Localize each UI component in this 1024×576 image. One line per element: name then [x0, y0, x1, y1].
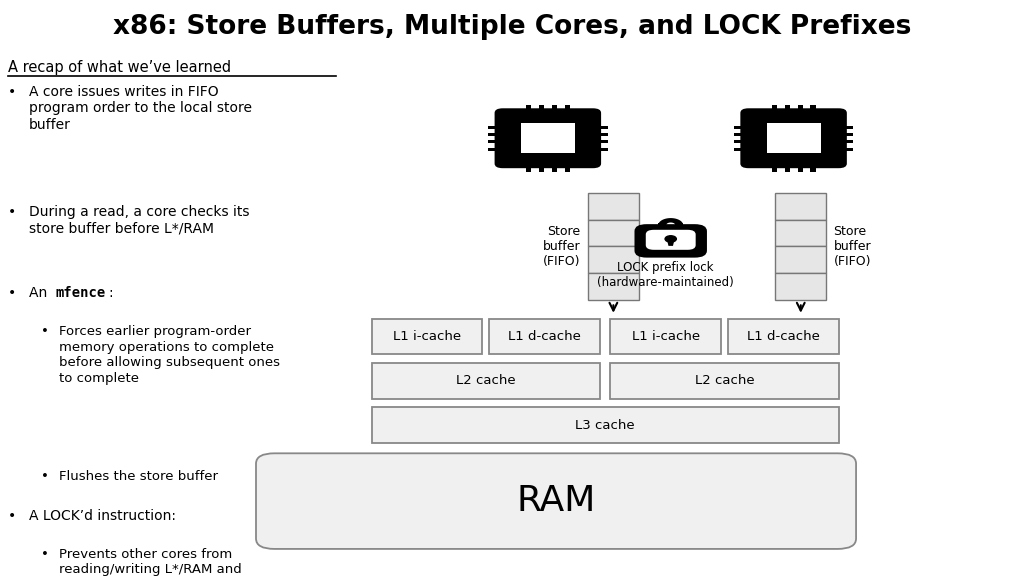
Bar: [839, 133, 853, 136]
Text: •: •: [41, 325, 49, 339]
Text: •: •: [8, 85, 16, 98]
Bar: [734, 141, 749, 143]
Bar: [734, 147, 749, 150]
Text: •: •: [41, 470, 49, 483]
FancyBboxPatch shape: [740, 108, 847, 168]
Text: L1 d-cache: L1 d-cache: [508, 330, 582, 343]
Bar: [565, 164, 569, 172]
FancyBboxPatch shape: [635, 224, 707, 257]
FancyBboxPatch shape: [588, 273, 639, 300]
Text: Flushes the store buffer: Flushes the store buffer: [59, 470, 218, 483]
Text: •: •: [8, 286, 16, 300]
Text: mfence: mfence: [55, 286, 105, 300]
Text: L1 i-cache: L1 i-cache: [393, 330, 461, 343]
Bar: [839, 147, 853, 150]
Bar: [675, 223, 683, 235]
Text: •: •: [41, 548, 49, 561]
FancyBboxPatch shape: [588, 193, 639, 219]
Bar: [488, 126, 503, 128]
Bar: [593, 133, 607, 136]
Text: An: An: [29, 286, 51, 300]
Bar: [798, 164, 803, 172]
FancyBboxPatch shape: [372, 407, 839, 443]
Text: L3 cache: L3 cache: [575, 419, 635, 431]
FancyBboxPatch shape: [588, 219, 639, 247]
Bar: [772, 105, 777, 113]
Bar: [734, 133, 749, 136]
Text: A recap of what we’ve learned: A recap of what we’ve learned: [8, 60, 231, 75]
Text: L1 i-cache: L1 i-cache: [632, 330, 699, 343]
Bar: [565, 105, 569, 113]
Bar: [658, 223, 667, 235]
Polygon shape: [658, 218, 683, 225]
Bar: [798, 105, 803, 113]
FancyBboxPatch shape: [767, 123, 820, 153]
Bar: [839, 141, 853, 143]
Bar: [488, 141, 503, 143]
Text: A LOCK’d instruction:: A LOCK’d instruction:: [29, 509, 176, 522]
FancyBboxPatch shape: [372, 363, 600, 399]
Text: Prevents other cores from
reading/writing L*/RAM and
reading from local store bu: Prevents other cores from reading/writin…: [59, 548, 270, 576]
Bar: [552, 164, 557, 172]
Bar: [593, 147, 607, 150]
Text: L2 cache: L2 cache: [456, 374, 516, 387]
Bar: [772, 164, 777, 172]
Text: During a read, a core checks its
store buffer before L*/RAM: During a read, a core checks its store b…: [29, 205, 249, 236]
Bar: [784, 105, 790, 113]
Bar: [552, 105, 557, 113]
Bar: [539, 164, 544, 172]
FancyBboxPatch shape: [646, 230, 695, 250]
Polygon shape: [667, 239, 675, 246]
Bar: [811, 105, 815, 113]
Circle shape: [666, 236, 676, 242]
FancyBboxPatch shape: [610, 363, 839, 399]
Text: Forces earlier program-order
memory operations to complete
before allowing subse: Forces earlier program-order memory oper…: [59, 325, 281, 385]
Text: L2 cache: L2 cache: [694, 374, 755, 387]
FancyBboxPatch shape: [610, 319, 721, 354]
Bar: [526, 164, 531, 172]
Text: •: •: [8, 509, 16, 522]
FancyBboxPatch shape: [775, 273, 826, 300]
FancyBboxPatch shape: [521, 123, 574, 153]
Text: Store
buffer
(FIFO): Store buffer (FIFO): [834, 225, 871, 268]
Bar: [784, 164, 790, 172]
FancyBboxPatch shape: [775, 193, 826, 219]
Bar: [839, 126, 853, 128]
Text: Store
buffer
(FIFO): Store buffer (FIFO): [543, 225, 581, 268]
FancyBboxPatch shape: [489, 319, 600, 354]
Text: A core issues writes in FIFO
program order to the local store
buffer: A core issues writes in FIFO program ord…: [29, 85, 252, 132]
Bar: [488, 133, 503, 136]
Text: •: •: [8, 205, 16, 219]
Bar: [593, 126, 607, 128]
Bar: [811, 164, 815, 172]
Bar: [734, 126, 749, 128]
Text: LOCK prefix lock
(hardware-maintained): LOCK prefix lock (hardware-maintained): [597, 261, 733, 289]
Text: :: :: [109, 286, 114, 300]
FancyBboxPatch shape: [588, 247, 639, 273]
FancyBboxPatch shape: [728, 319, 839, 354]
Text: x86: Store Buffers, Multiple Cores, and LOCK Prefixes: x86: Store Buffers, Multiple Cores, and …: [113, 14, 911, 40]
FancyBboxPatch shape: [256, 453, 856, 549]
FancyBboxPatch shape: [775, 219, 826, 247]
Bar: [526, 105, 531, 113]
Bar: [539, 105, 544, 113]
Text: L1 d-cache: L1 d-cache: [746, 330, 820, 343]
Bar: [593, 141, 607, 143]
FancyBboxPatch shape: [372, 319, 482, 354]
Bar: [488, 147, 503, 150]
FancyBboxPatch shape: [495, 108, 601, 168]
Text: RAM: RAM: [516, 484, 596, 518]
FancyBboxPatch shape: [775, 247, 826, 273]
